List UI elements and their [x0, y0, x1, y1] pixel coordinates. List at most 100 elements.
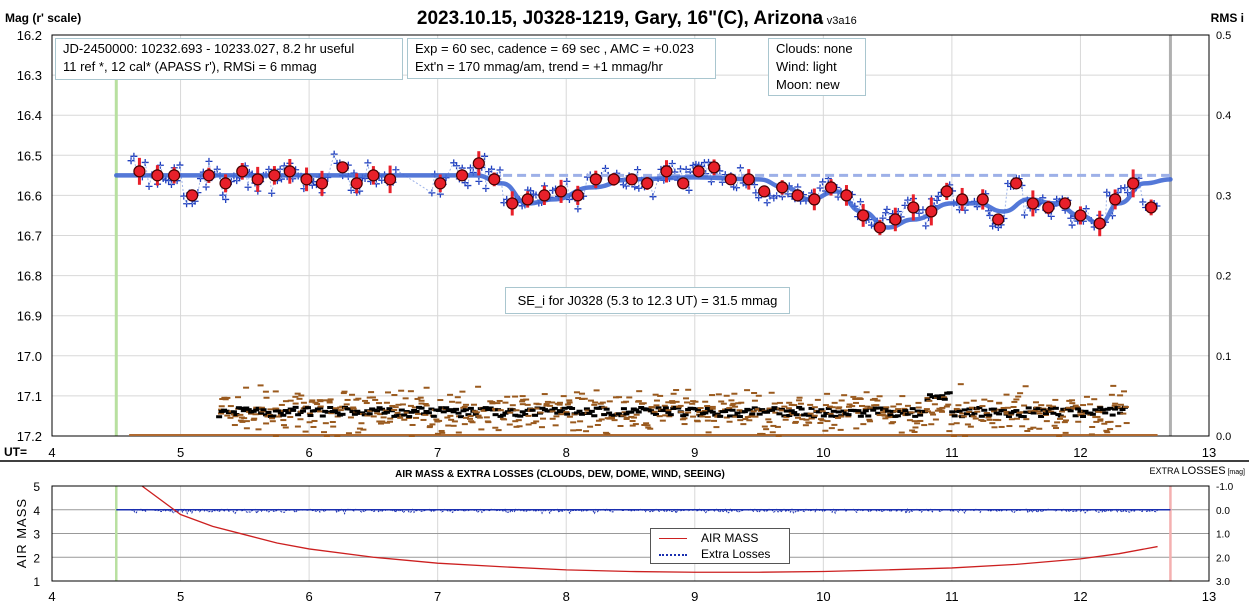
rms-individual-mark [1094, 415, 1101, 418]
rms-individual-mark [950, 435, 957, 437]
rms-binned-mark [443, 406, 450, 410]
rms-individual-mark [224, 396, 231, 399]
rms-binned-mark [354, 409, 361, 413]
rms-binned-mark [917, 413, 924, 417]
rms-individual-mark [566, 399, 573, 402]
individual-connector [925, 217, 930, 227]
rms-individual-mark [669, 401, 676, 404]
rms-binned-mark [1038, 414, 1045, 418]
y-right-tick-label: -1.0 [1216, 482, 1234, 493]
rms-individual-mark [1107, 420, 1114, 423]
rms-binned-mark [317, 406, 324, 410]
rms-individual-mark [1078, 413, 1085, 416]
rms-binned-mark [951, 414, 958, 418]
rms-individual-mark [723, 416, 730, 419]
rms-individual-mark [495, 429, 502, 432]
rms-individual-mark [665, 401, 672, 404]
rms-individual-mark [1019, 411, 1026, 414]
rms-binned-mark [912, 414, 919, 418]
rms-individual-mark [766, 407, 773, 410]
y-tick-label: 16.2 [17, 28, 42, 43]
rms-individual-mark [911, 430, 918, 433]
rms-individual-mark [704, 415, 711, 418]
y-right-tick-label: 0.0 [1216, 431, 1231, 443]
rms-individual-mark [763, 428, 770, 431]
rms-individual-mark [463, 416, 470, 419]
rms-binned-mark [465, 413, 472, 417]
rms-binned-mark [1001, 409, 1008, 413]
x-tick-label: 11 [945, 445, 959, 460]
rms-individual-mark [355, 397, 362, 400]
binned-point [488, 173, 501, 186]
rms-binned-mark [1067, 409, 1074, 413]
individual-connector [754, 184, 757, 193]
rms-individual-mark [592, 401, 599, 404]
rms-binned-mark [986, 413, 993, 417]
airmass-chart-title: AIR MASS & EXTRA LOSSES (CLOUDS, DEW, DO… [395, 469, 725, 480]
binned-point [873, 221, 886, 234]
rms-individual-mark [629, 420, 636, 423]
y-right-tick-label: 1.0 [1216, 530, 1230, 541]
rms-individual-mark [1089, 425, 1096, 428]
rms-binned-mark [425, 411, 432, 415]
rms-individual-mark [491, 407, 498, 410]
rms-individual-mark [294, 392, 301, 395]
rms-individual-mark [964, 423, 971, 426]
rms-individual-mark [241, 417, 248, 420]
individual-point [634, 166, 642, 174]
rms-individual-mark [468, 420, 475, 423]
rms-binned-mark [798, 407, 805, 411]
rms-binned-mark [280, 413, 287, 417]
rms-individual-mark [451, 420, 458, 423]
rms-individual-mark [384, 421, 391, 424]
rms-individual-mark [608, 416, 615, 419]
rms-individual-mark [423, 404, 430, 407]
rms-individual-mark [461, 423, 468, 426]
rms-binned-mark [926, 393, 933, 397]
rms-individual-mark [874, 399, 881, 402]
rms-individual-mark [789, 413, 796, 416]
binned-point [758, 185, 771, 198]
binned-point [907, 201, 920, 214]
rms-individual-mark [770, 424, 777, 427]
rms-binned-mark [628, 410, 635, 414]
individual-connector [530, 190, 534, 195]
rms-individual-mark [519, 403, 526, 406]
rms-individual-mark [979, 405, 986, 408]
rms-binned-mark [290, 408, 297, 412]
rms-individual-mark [237, 413, 244, 416]
y-right-tick-label: 0.0 [1216, 506, 1230, 517]
rms-binned-mark [759, 408, 766, 412]
rms-binned-mark [1025, 406, 1032, 410]
binned-point [186, 189, 199, 202]
rms-binned-mark [857, 414, 864, 418]
rms-individual-mark [895, 408, 902, 411]
rms-individual-mark [752, 415, 759, 418]
rms-individual-mark [926, 399, 933, 402]
rms-individual-mark [670, 392, 677, 395]
rms-individual-mark [224, 414, 231, 417]
rms-individual-mark [987, 400, 994, 403]
rms-individual-mark [341, 390, 348, 393]
rms-individual-mark [1006, 425, 1013, 428]
rms-individual-mark [282, 400, 289, 403]
rms-individual-mark [606, 400, 613, 403]
rms-individual-mark [414, 397, 421, 400]
y-right-tick-label: 2.0 [1216, 553, 1230, 564]
rms-individual-mark [665, 409, 672, 412]
rms-binned-mark [736, 415, 743, 419]
rms-individual-mark [690, 415, 697, 418]
binned-point [707, 161, 721, 174]
x-tick-label: 9 [691, 445, 698, 460]
y-tick-label: 3 [33, 528, 40, 542]
rms-individual-mark [644, 424, 651, 427]
rms-individual-mark [846, 403, 853, 406]
rms-individual-mark [422, 413, 429, 416]
rms-individual-mark [685, 388, 692, 391]
rms-binned-mark [1040, 408, 1047, 412]
rms-binned-mark [1052, 406, 1059, 410]
rms-individual-mark [740, 423, 747, 426]
rms-individual-mark [930, 413, 937, 416]
rms-individual-mark [616, 396, 623, 399]
individual-connector [1007, 183, 1012, 187]
